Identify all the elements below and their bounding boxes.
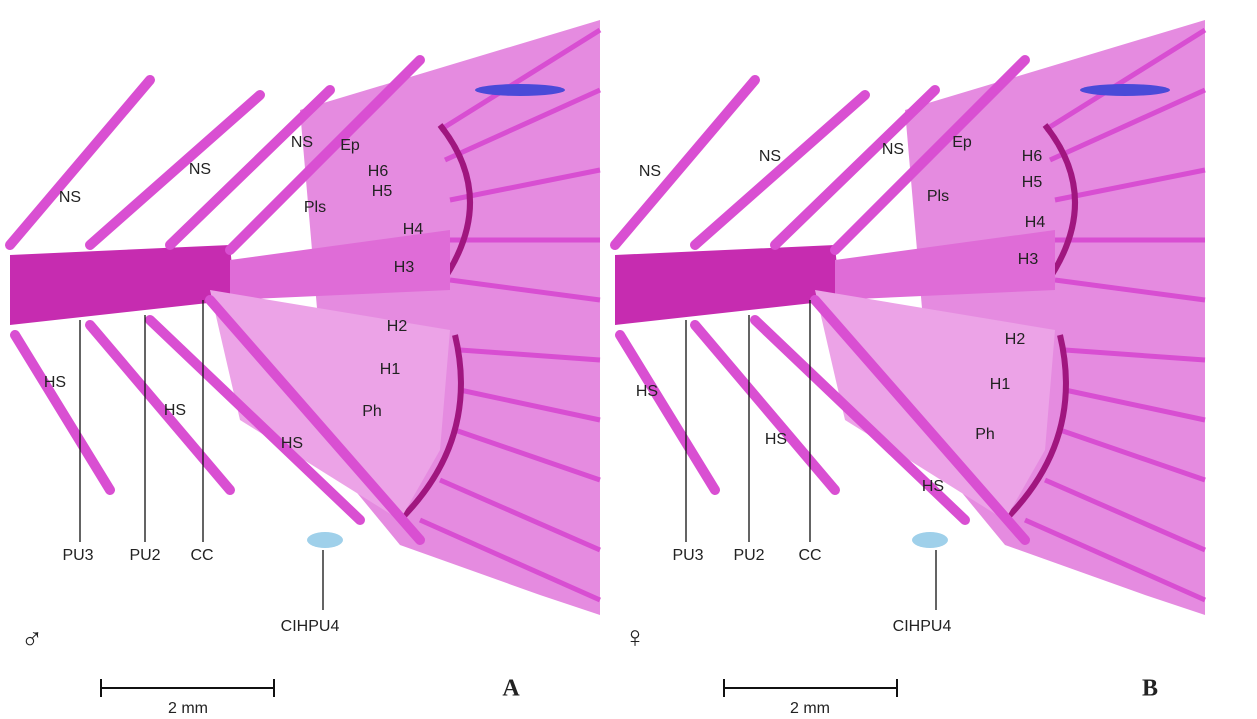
sex-symbol: ♀ (624, 621, 647, 654)
label: H1 (380, 361, 401, 378)
label: NS (759, 148, 781, 165)
callout: CC (798, 547, 821, 564)
label: H6 (1022, 148, 1043, 165)
label: NS (59, 189, 81, 206)
label: H3 (1018, 251, 1039, 268)
label: H2 (387, 318, 408, 335)
label: Ep (340, 137, 360, 154)
label: H1 (990, 376, 1011, 393)
label: Pls (304, 199, 326, 216)
callout: CIHPU4 (893, 618, 952, 635)
label: H4 (1025, 214, 1046, 231)
scale-label: 2 mm (168, 700, 208, 717)
label: HS (636, 383, 658, 400)
label: H3 (394, 259, 415, 276)
label: H6 (368, 163, 389, 180)
callout: CIHPU4 (281, 618, 340, 635)
label: H4 (403, 221, 424, 238)
label: NS (189, 161, 211, 178)
callout: PU3 (62, 547, 93, 564)
label: HS (922, 478, 944, 495)
label: NS (882, 141, 904, 158)
label: H2 (1005, 331, 1026, 348)
label: NS (291, 134, 313, 151)
scale-label: 2 mm (790, 700, 830, 717)
panel-letter: A (502, 676, 520, 702)
label: NS (639, 163, 661, 180)
label: H5 (1022, 174, 1043, 191)
callout: CC (190, 547, 213, 564)
specimen-image (615, 20, 1205, 615)
panel-letter: B (1142, 676, 1158, 702)
label: Ph (975, 426, 995, 443)
label: HS (765, 431, 787, 448)
callout: PU3 (672, 547, 703, 564)
callout: PU2 (733, 547, 764, 564)
panel-a: NS NS NS Ep H6 H5 Pls H4 H3 H2 H1 Ph HS … (10, 20, 600, 717)
label: Ep (952, 134, 972, 151)
label: HS (281, 435, 303, 452)
label: H5 (372, 183, 393, 200)
label: HS (164, 402, 186, 419)
sex-symbol: ♂ (21, 623, 44, 656)
specimen-image (10, 20, 600, 615)
label: HS (44, 374, 66, 391)
label: Pls (927, 188, 949, 205)
panel-b: NS NS NS Ep H6 H5 Pls H4 H3 H2 H1 Ph HS … (615, 20, 1205, 717)
figure: NS NS NS Ep H6 H5 Pls H4 H3 H2 H1 Ph HS … (0, 0, 1257, 719)
label: Ph (362, 403, 382, 420)
callout: PU2 (129, 547, 160, 564)
